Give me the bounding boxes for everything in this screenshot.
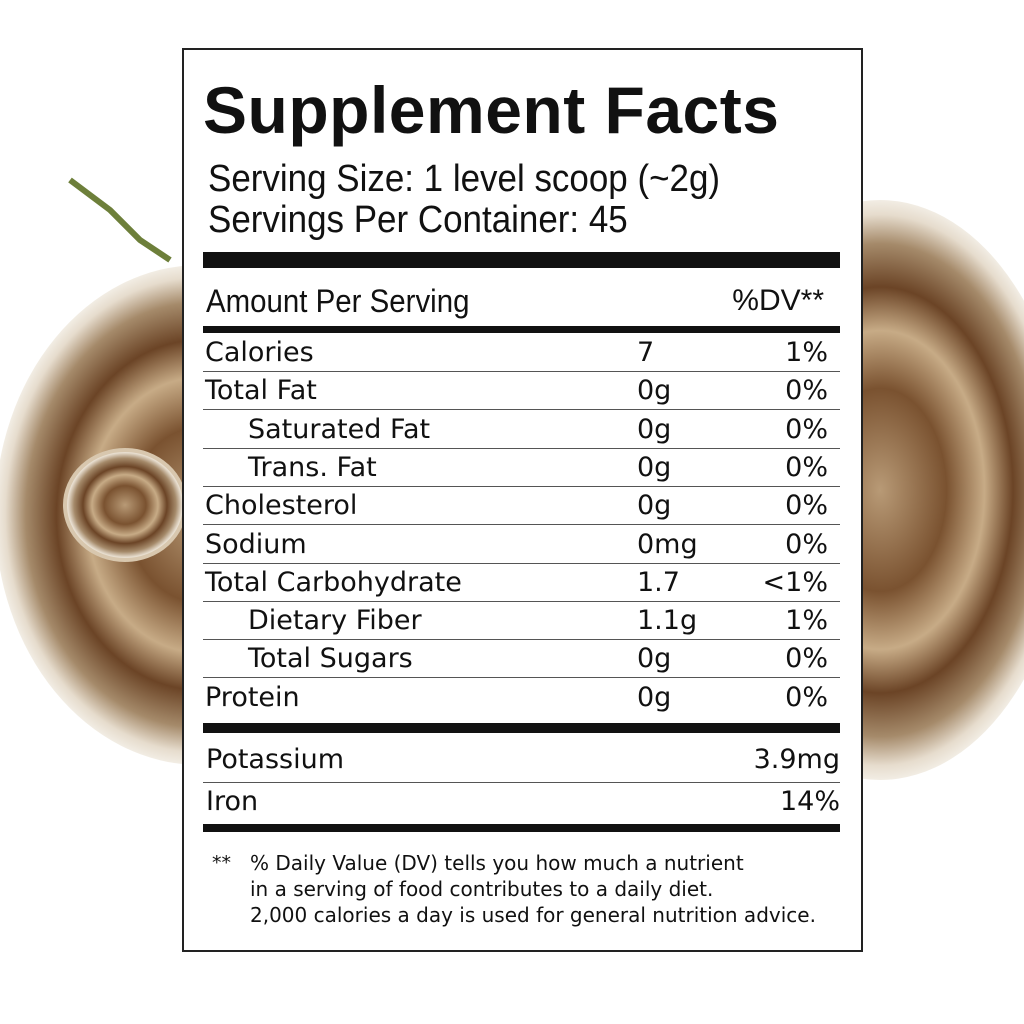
nutrient-amount: 1.1g	[637, 605, 698, 637]
nutrient-name: Dietary Fiber	[248, 605, 422, 637]
mineral-value: 14%	[779, 786, 840, 817]
nutrient-amount: 0g	[637, 681, 672, 713]
nutrient-dv: 0%	[785, 451, 828, 483]
moss	[68, 177, 172, 263]
mineral-name: Iron	[206, 786, 259, 817]
nutrient-amount: 0g	[637, 490, 672, 522]
nutrient-name: Sodium	[205, 528, 307, 560]
nutrient-dv: 0%	[785, 375, 828, 407]
nutrient-amount: 0g	[637, 375, 672, 407]
mineral-value: 3.9mg	[753, 744, 840, 775]
nutrient-amount: 0g	[637, 413, 672, 445]
nutrient-name: Cholesterol	[205, 490, 358, 522]
thick-rule	[203, 252, 840, 268]
nutrient-amount: 1.7	[637, 566, 680, 598]
mushroom-small	[63, 448, 187, 562]
serving-size: Serving Size: 1 level scoop (~2g)	[208, 158, 721, 200]
dv-header: %DV**	[732, 284, 824, 317]
rule	[203, 326, 840, 333]
amount-header: Amount Per Serving	[206, 283, 470, 319]
nutrient-amount: 0mg	[637, 528, 698, 560]
row-rule	[203, 600, 840, 602]
footnote-line: % Daily Value (DV) tells you how much a …	[250, 851, 744, 875]
nutrient-dv: 0%	[785, 413, 828, 445]
nutrient-name: Protein	[205, 681, 300, 713]
nutrient-dv: 0%	[785, 681, 828, 713]
facts-panel	[182, 48, 863, 952]
title: Supplement Facts	[203, 73, 780, 147]
row-rule	[203, 409, 840, 411]
nutrient-dv: 0%	[785, 528, 828, 560]
footnote-line: in a serving of food contributes to a da…	[250, 877, 714, 901]
row-rule	[203, 524, 840, 526]
row-rule	[203, 639, 840, 641]
footnote-line: 2,000 calories a day is used for general…	[250, 903, 816, 927]
nutrient-dv: 0%	[785, 643, 828, 675]
thick-rule	[203, 723, 840, 733]
nutrient-name: Total Sugars	[248, 643, 413, 675]
nutrient-dv: 1%	[785, 605, 828, 637]
nutrient-amount: 0g	[637, 451, 672, 483]
nutrient-dv: 0%	[785, 490, 828, 522]
nutrient-name: Calories	[205, 337, 314, 368]
footnote-marker: **	[212, 852, 231, 874]
nutrient-name: Total Fat	[205, 375, 317, 407]
nutrient-name: Saturated Fat	[248, 413, 431, 445]
row-rule	[203, 371, 840, 372]
row-rule	[203, 782, 840, 783]
mineral-name: Potassium	[206, 744, 345, 775]
nutrient-amount: 0g	[637, 643, 672, 675]
thick-rule	[203, 824, 840, 832]
row-rule	[203, 485, 840, 487]
row-rule	[203, 447, 840, 449]
nutrient-dv: 1%	[785, 337, 828, 368]
nutrient-name: Trans. Fat	[248, 451, 377, 483]
nutrient-dv: <1%	[762, 566, 828, 598]
nutrient-amount: 7	[637, 337, 655, 368]
nutrient-name: Total Carbohydrate	[205, 566, 462, 598]
servings-per-container: Servings Per Container: 45	[208, 199, 628, 241]
row-rule	[203, 677, 840, 679]
row-rule	[203, 562, 840, 564]
